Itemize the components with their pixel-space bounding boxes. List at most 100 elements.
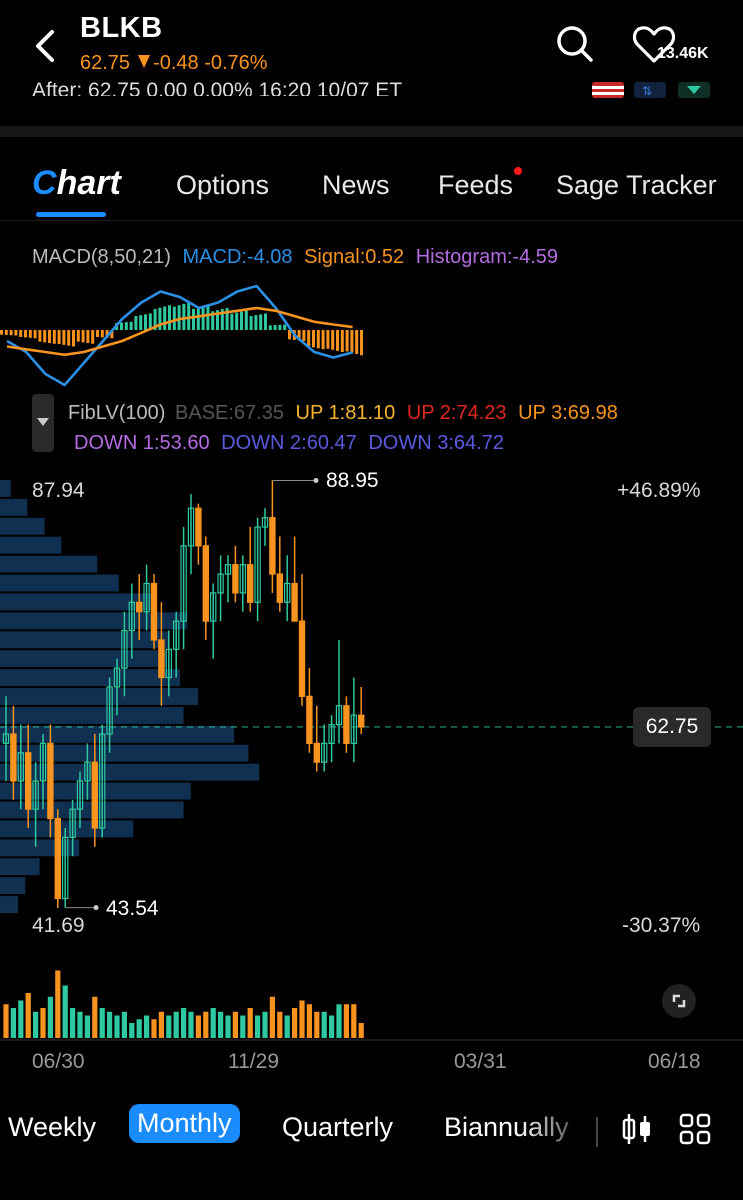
candle-body [84,761,91,782]
volume-bar [255,1015,261,1038]
candle-body [217,573,224,594]
macd-histogram-bar [220,309,224,330]
macd-histogram-bar [355,330,359,354]
volume-bar [151,1019,157,1038]
heart-icon[interactable] [632,25,676,65]
tab-options[interactable]: Options [176,170,270,200]
volume-bar [144,1015,150,1038]
macd-histogram-bar [254,315,258,330]
market-flags-icon: ⇅ [592,82,710,98]
grid-layout-icon[interactable] [678,1112,712,1146]
macd-histogram-bar [273,325,277,330]
volume-bar [166,1015,172,1038]
period-monthly[interactable]: Monthly [129,1104,240,1143]
macd-histogram-bar [312,330,315,348]
candle-body [136,601,143,613]
price-chart[interactable] [0,0,743,1045]
fib-down1: DOWN 1:53.60 [74,432,210,454]
candle-body [276,573,284,603]
search-icon[interactable] [555,24,595,64]
macd-histogram-bar [264,313,267,330]
volume-profile-bar [0,688,198,705]
volume-bar [47,996,53,1038]
macd-histogram-bar [288,330,291,340]
period-selector: Weekly Monthly Quarterly Biannually [0,1100,743,1160]
macd-histogram-bar [345,330,349,352]
fib-legend[interactable]: FibLV(100) BASE:67.35 UP 1:81.10 UP 2:74… [68,398,743,458]
down-triangle-icon [138,55,151,68]
macd-histogram-bar [144,314,147,330]
volume-bar [284,1015,290,1038]
macd-histogram-bar [86,330,90,344]
macd-histogram-bar [28,330,32,338]
volume-bar [158,1011,164,1038]
volume-bar [40,1008,46,1038]
candle-body [224,564,232,575]
macd-histogram-bar [76,330,80,342]
macd-histogram-bar [268,325,272,330]
after-hours-quote: After: 62.75 0.00 0.00% 16:20 10/07 ET [32,79,403,96]
candlestick-type-icon[interactable] [621,1112,653,1146]
tab-sage-tracker[interactable]: Sage Tracker [556,170,717,200]
volume-profile-bar [0,877,26,895]
candle-body [343,705,350,744]
tab-feeds[interactable]: Feeds [438,170,514,200]
volume-bar [77,1011,83,1038]
macd-histogram-bar [216,310,219,330]
macd-histogram-bar [187,302,191,330]
volume-bar [195,1015,201,1038]
high-leader-dot [313,478,319,484]
macd-histogram-bar [48,330,51,344]
date-label: 06/18 [648,1050,701,1073]
volume-profile-bar [0,517,45,535]
candle-body [321,742,328,763]
candle-body [61,836,69,900]
macd-legend[interactable]: MACD(8,50,21) MACD:-4.08 Signal:0.52 His… [32,246,558,269]
candle-body [165,648,172,679]
macd-histogram-bar [134,315,138,330]
candle-body [106,686,113,735]
section-divider [0,126,743,137]
back-arrow-icon[interactable] [30,26,64,66]
low-label: 43.54 [106,897,159,920]
candle-body [202,545,209,622]
candle-body [98,733,106,829]
macd-histogram-bar [235,312,239,330]
volume-bar [351,1004,357,1038]
macd-histogram-bar [336,330,339,351]
date-label: 11/29 [228,1050,279,1073]
macd-histogram-bar [211,311,215,330]
candle-body [180,545,187,622]
macd-histogram-bar [9,330,13,336]
candle-body [261,517,269,528]
macd-histogram-bar [307,330,311,347]
volume-bar [306,1004,312,1038]
expand-chart-button[interactable] [662,984,696,1018]
signal-line [6,306,353,357]
macd-histogram-bar [168,305,171,330]
axis-bottom-pct: -30.37% [622,914,701,937]
candle-body [195,507,202,547]
volume-bar [277,1011,283,1038]
volume-bar [210,1008,216,1038]
macd-histogram-bar [206,305,210,330]
macd-histogram-bar [52,330,56,344]
fib-down3: DOWN 3:64.72 [368,432,504,454]
volume-profile-bar [0,498,28,516]
tab-news[interactable]: News [322,170,390,200]
period-weekly[interactable]: Weekly [8,1112,97,1142]
volume-bar [269,996,275,1038]
volume-bar [203,1011,209,1038]
candle-body [247,564,254,603]
candle-body [10,733,17,782]
tab-chart[interactable]: Chart [32,164,121,217]
period-quarterly[interactable]: Quarterly [282,1112,394,1142]
candle-body [269,517,276,575]
indicator-toggle-button[interactable] [32,394,54,452]
macd-histogram-bar [33,330,37,339]
volume-bar [329,1015,335,1038]
candle-body [17,752,25,782]
candle-body [32,780,39,810]
macd-histogram-bar [72,330,75,347]
candle-body [254,526,261,603]
